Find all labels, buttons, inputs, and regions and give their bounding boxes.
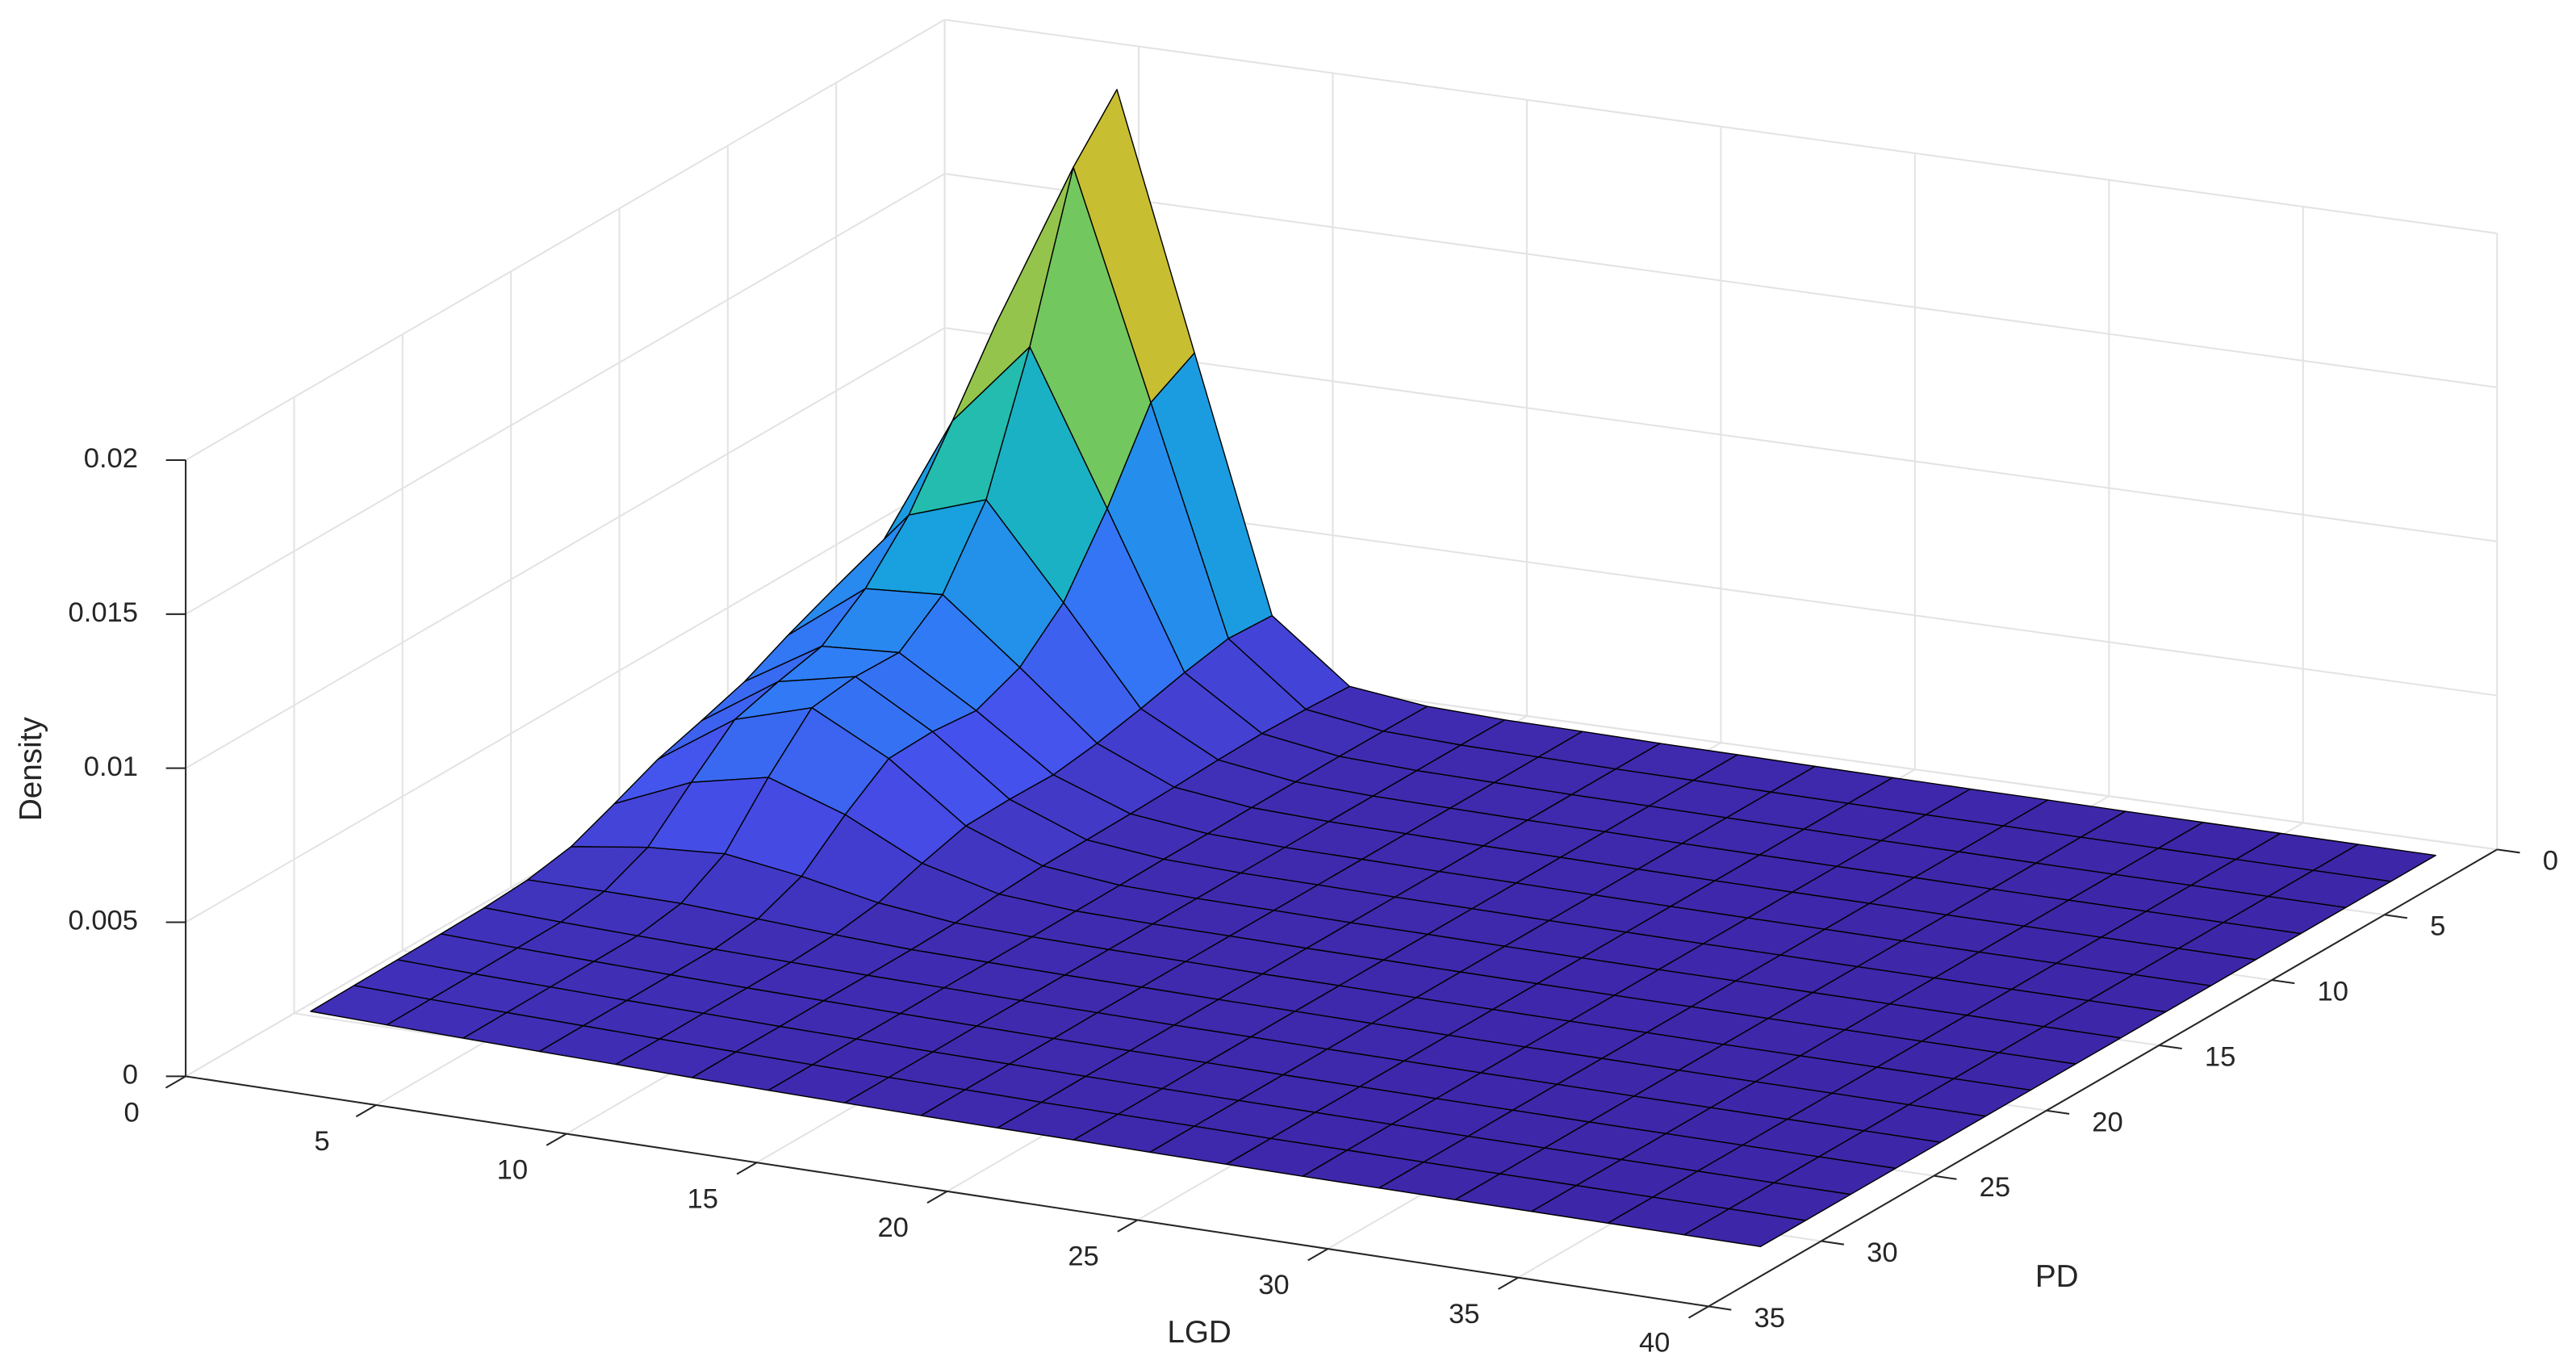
y-tick [1934, 1174, 1957, 1180]
grid-line [944, 173, 2498, 388]
z-tick-label: 0 [123, 1059, 138, 1090]
grid-line [185, 481, 946, 923]
x-tick [926, 1190, 948, 1204]
x-tick [736, 1162, 758, 1175]
x-tick [1307, 1248, 1328, 1262]
x-tick-label: 20 [877, 1212, 908, 1243]
surface-face [1683, 1208, 1806, 1248]
x-tick-label: 0 [124, 1097, 140, 1128]
y-tick-label: 35 [1754, 1303, 1784, 1334]
y-tick-label: 15 [2205, 1041, 2235, 1072]
grid-line [944, 327, 2498, 542]
z-tick-label: 0.015 [68, 597, 138, 628]
x-tick [1117, 1219, 1138, 1233]
y-tick [2497, 848, 2520, 854]
y-tick [2159, 1044, 2182, 1050]
x-tick [355, 1104, 377, 1118]
y-tick [2384, 914, 2408, 919]
y-tick-label: 0 [2543, 845, 2558, 876]
y-tick-label: 25 [1980, 1172, 2010, 1203]
x-tick-label: 5 [314, 1126, 329, 1157]
x-tick-label: 15 [688, 1183, 718, 1214]
y-tick [1708, 1305, 1732, 1311]
x-tick [546, 1133, 567, 1146]
grid-line [185, 327, 946, 769]
y-tick-label: 5 [2430, 911, 2445, 941]
x-axis-label: LGD [1167, 1315, 1231, 1350]
grid-line [185, 173, 946, 615]
x-tick-label: 25 [1068, 1241, 1098, 1272]
grid-line [944, 19, 2498, 235]
y-tick [1821, 1240, 1845, 1246]
x-tick [1687, 1305, 1709, 1319]
axes: 0 5 10 15 20 25 30 35 40 0 5 10 15 20 25 30 35 0 0.005 0.01… [68, 443, 2557, 1358]
y-axis-line [1708, 848, 2498, 1308]
z-tick-label: 0.01 [84, 752, 138, 782]
y-tick [2271, 979, 2295, 985]
x-tick [165, 1075, 186, 1089]
y-axis-label: PD [2035, 1259, 2079, 1294]
z-tick-label: 0.005 [68, 906, 138, 936]
y-tick-label: 30 [1867, 1237, 1897, 1268]
grid-line [185, 19, 946, 461]
x-tick [1498, 1276, 1519, 1290]
x-tick-label: 35 [1449, 1299, 1479, 1329]
z-tick-label: 0.02 [84, 443, 138, 474]
y-tick-label: 20 [2092, 1107, 2122, 1137]
y-tick [2046, 1109, 2070, 1115]
surface [310, 89, 2436, 1248]
z-axis-label: Density [14, 717, 48, 822]
x-tick-label: 40 [1639, 1327, 1670, 1358]
x-tick-label: 10 [497, 1155, 528, 1186]
x-tick-label: 30 [1258, 1270, 1289, 1300]
y-tick-label: 10 [2317, 976, 2348, 1007]
